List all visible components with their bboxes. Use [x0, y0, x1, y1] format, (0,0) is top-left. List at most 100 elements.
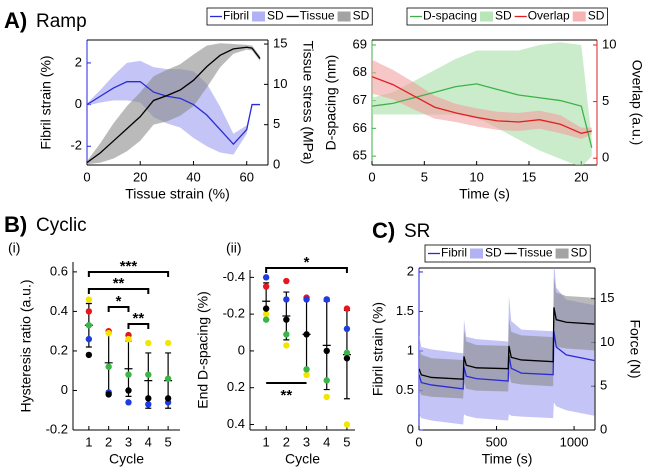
legend-label: D-spacing [423, 9, 477, 23]
series-line [87, 81, 261, 146]
y-tick-label: 2 [407, 263, 414, 278]
x-tick-label: 3 [303, 434, 310, 449]
y-tick-label: 1 [407, 342, 414, 357]
y-tick-label: 68 [353, 64, 367, 79]
data-point [164, 339, 172, 347]
data-point [323, 377, 330, 384]
y-tick-label: 0.4 [50, 303, 68, 318]
data-point [262, 310, 270, 318]
y2-tick-label: 5 [273, 116, 280, 131]
data-point [323, 347, 330, 355]
legend-label: SD [485, 246, 502, 260]
significance-label: *** [120, 258, 138, 275]
data-point [343, 305, 351, 312]
legend-label: SD [571, 246, 588, 260]
panel-letter: C) [372, 218, 395, 243]
data-point [323, 393, 330, 401]
x-tick-label: 2 [105, 434, 112, 449]
y-axis-label: Hysteresis ratio (a.u.) [18, 279, 34, 412]
y-tick-label: -0.2 [46, 421, 68, 436]
x-tick-label: 4 [145, 434, 152, 449]
data-point [343, 349, 351, 356]
error-bar [282, 291, 291, 341]
y2-tick-label: 10 [600, 334, 614, 349]
data-point [85, 296, 93, 303]
y-tick-label: 2 [75, 54, 82, 69]
legend-patch [572, 11, 586, 22]
data-point [125, 371, 132, 378]
data-point [145, 395, 152, 402]
x-tick-label: 4 [323, 434, 330, 449]
data-point [145, 371, 152, 378]
legend-label: Overlap [528, 9, 570, 23]
x-tick-label: 1 [263, 434, 270, 449]
data-point [262, 305, 270, 312]
data-point [303, 371, 310, 379]
legend-label: Fibril [441, 246, 467, 260]
chart-title: (i) [8, 240, 20, 256]
significance-label: * [304, 254, 310, 271]
y2-axis-label: Overlap (a.u.) [629, 60, 645, 146]
y-tick-label: 0.2 [227, 379, 245, 394]
legend-patch [337, 11, 351, 22]
y-tick-label: 0 [75, 96, 82, 111]
y-tick-label: 67 [353, 92, 367, 107]
x-tick-label: 20 [133, 169, 147, 184]
data-point [145, 339, 152, 347]
y-tick-label: 0.4 [227, 416, 245, 431]
legend-label: Tissue [518, 246, 553, 260]
legend-patch [252, 11, 265, 22]
y-tick-label: 0.6 [50, 263, 68, 278]
error-bar [262, 282, 271, 321]
legend-label: SD [495, 9, 512, 23]
x-tick-label: 500 [486, 434, 508, 449]
y-tick-label: -0.2 [223, 306, 245, 321]
significance-bracket [87, 288, 150, 294]
error-bar [322, 300, 331, 391]
x-tick-label: 20 [574, 169, 588, 184]
data-point [262, 274, 270, 281]
x-tick-label: 1000 [560, 434, 589, 449]
data-point [262, 316, 270, 323]
legend-label: Tissue [300, 9, 335, 23]
x-tick-label: 3 [125, 434, 132, 449]
data-point [262, 283, 270, 290]
data-point [164, 395, 172, 402]
data-point [323, 296, 330, 303]
sd-band [87, 43, 261, 165]
y-tick-label: -2 [70, 138, 82, 153]
legend-label: SD [353, 9, 370, 23]
data-point [303, 366, 310, 373]
y-tick-label: 0.2 [50, 342, 68, 357]
y2-tick-label: 0 [600, 421, 607, 436]
x-tick-label: 1 [85, 434, 92, 449]
significance-bracket [127, 323, 150, 329]
data-point [303, 331, 310, 338]
y-tick-label: 1.5 [396, 303, 414, 318]
data-point [85, 335, 93, 343]
sd-band [419, 276, 595, 399]
legend-label: SD [588, 9, 605, 23]
data-point [105, 329, 112, 337]
legend-patch [480, 11, 494, 22]
plot-area [87, 43, 261, 165]
sd-band [372, 42, 592, 165]
x-tick-label: 5 [421, 169, 428, 184]
data-point [105, 363, 112, 370]
chart-title: (ii) [226, 240, 242, 256]
significance-bracket [107, 306, 130, 312]
series-line [87, 46, 261, 164]
y2-axis-label: Force (N) [627, 319, 643, 378]
series-line [419, 307, 595, 380]
legend-label: Fibril [223, 9, 249, 23]
y-tick-label: 65 [353, 148, 367, 163]
data-point [343, 325, 351, 333]
data-point [343, 355, 351, 362]
y-axis-label: End D-spacing (%) [195, 291, 211, 409]
x-tick-label: 40 [186, 169, 200, 184]
data-point [283, 296, 290, 303]
y-tick-label: 0 [407, 421, 414, 436]
x-axis-label: Cycle [285, 451, 320, 467]
y-tick-label: 0 [238, 342, 245, 357]
data-point [125, 387, 132, 394]
